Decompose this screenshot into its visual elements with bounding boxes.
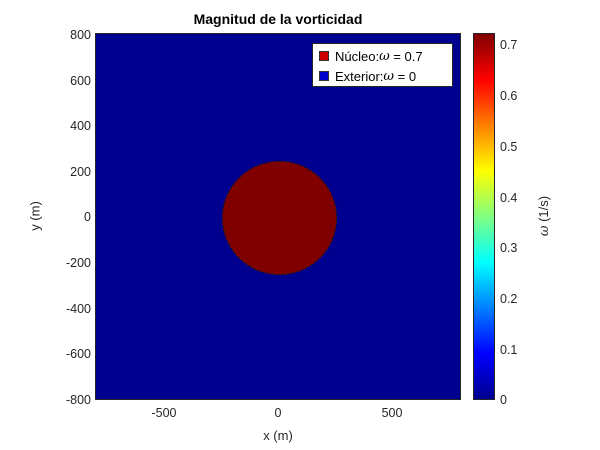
x-tick: 500 — [381, 406, 403, 420]
vortex-core-circle — [221, 160, 337, 275]
legend-value: = 0.7 — [389, 48, 423, 64]
y-tick: 400 — [70, 119, 91, 133]
plot-area — [95, 33, 461, 400]
x-tick: 0 — [274, 406, 282, 420]
y-tick: -800 — [65, 393, 91, 407]
colorbar — [473, 33, 495, 400]
colorbar-tick: 0 — [500, 393, 507, 407]
legend: Núcleo: ω = 0.7 Exterior: ω = 0 — [312, 43, 453, 87]
x-tick: -500 — [151, 406, 177, 420]
colorbar-tick: 0.7 — [500, 38, 518, 52]
legend-swatch-red — [319, 51, 329, 61]
omega-symbol: ω — [537, 225, 552, 237]
colorbar-tick: 0.6 — [500, 89, 518, 103]
legend-value: = 0 — [394, 68, 417, 84]
colorbar-label: ω (1/s) — [536, 196, 552, 236]
legend-label: Núcleo: — [335, 48, 380, 64]
colorbar-tick: 0.2 — [500, 292, 518, 306]
y-tick: 0 — [84, 210, 91, 224]
legend-label: Exterior: — [335, 68, 384, 84]
y-tick: 800 — [70, 28, 91, 42]
colorbar-tick: 0.1 — [500, 343, 518, 357]
chart-title: Magnitud de la vorticidad — [193, 11, 363, 27]
y-tick: 200 — [70, 165, 91, 179]
legend-entry-core: Núcleo: ω = 0.7 — [319, 46, 452, 66]
y-tick: -200 — [65, 256, 91, 270]
y-tick: -600 — [65, 347, 91, 361]
x-axis-label: x (m) — [263, 428, 293, 443]
colorbar-tick: 0.3 — [500, 241, 518, 255]
y-tick: 600 — [70, 74, 91, 88]
omega-symbol: ω — [383, 68, 395, 84]
colorbar-tick: 0.4 — [500, 191, 518, 205]
omega-symbol: ω — [379, 48, 390, 64]
colorbar-unit: (1/s) — [536, 195, 551, 226]
colorbar-tick: 0.5 — [500, 140, 518, 154]
legend-swatch-blue — [319, 71, 329, 81]
y-axis-label: y (m) — [27, 201, 43, 231]
y-tick: -400 — [65, 302, 91, 316]
legend-entry-exterior: Exterior: ω = 0 — [319, 66, 452, 86]
